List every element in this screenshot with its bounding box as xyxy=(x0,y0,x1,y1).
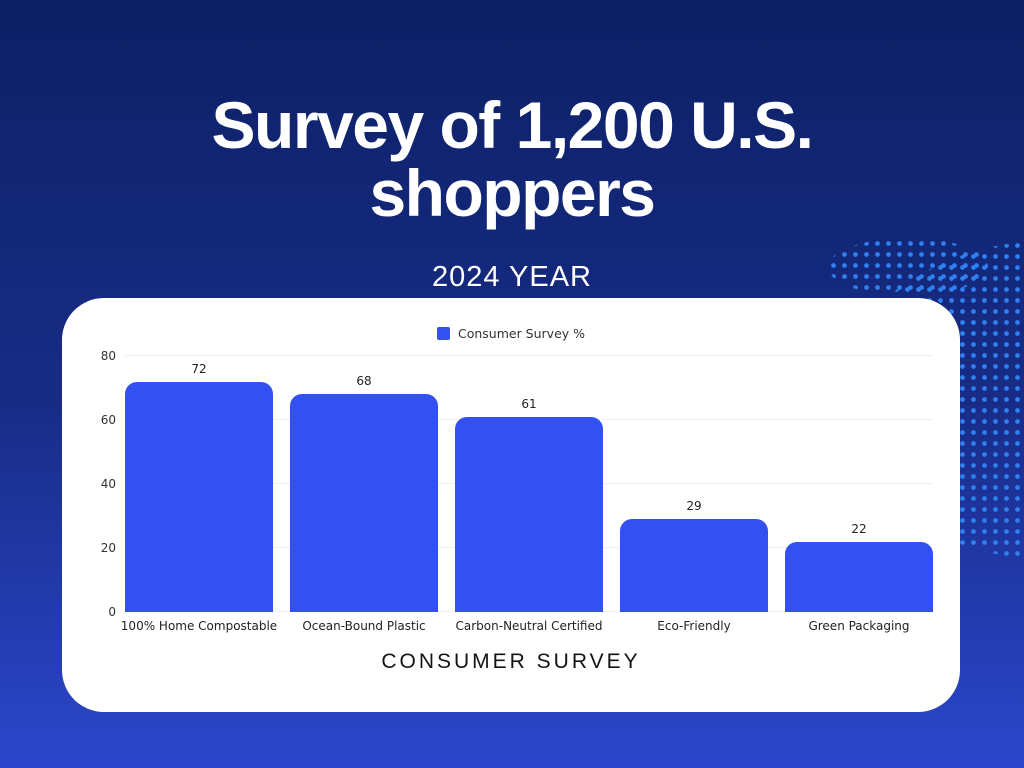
bar xyxy=(290,394,438,612)
chart-legend: Consumer Survey % xyxy=(62,326,960,341)
bar-value-label: 72 xyxy=(191,361,207,376)
bar xyxy=(785,541,933,612)
bar xyxy=(620,519,768,612)
gridline xyxy=(125,355,933,356)
bar xyxy=(125,381,273,612)
legend-swatch xyxy=(436,327,450,340)
y-tick-label: 20 xyxy=(100,541,116,555)
y-tick-label: 0 xyxy=(108,605,116,619)
bar-value-label: 68 xyxy=(356,374,372,389)
bar-value-label: 61 xyxy=(521,396,537,411)
page-title-line-2: shoppers xyxy=(369,155,656,230)
y-tick-label: 80 xyxy=(100,349,116,363)
page-title-line-1: Survey of 1,200 U.S. xyxy=(211,88,814,162)
legend-label: Consumer Survey % xyxy=(457,326,586,341)
plot-area: 72 100% Home Compostable 68 Ocean-Bound Pla… xyxy=(121,355,933,633)
subtitle: 2024 YEAR xyxy=(431,261,593,293)
bar-category-label: 100% Home Compostable xyxy=(120,619,278,633)
y-tick-label: 60 xyxy=(100,413,116,427)
dots-pattern-decoration-top xyxy=(828,238,988,296)
bar-value-label: 22 xyxy=(851,521,867,536)
bar-category-label: Ocean-Bound Plastic xyxy=(302,619,426,633)
page-title: Survey of 1,200 U.S. shoppers xyxy=(0,91,1024,230)
y-axis: 0 20 40 60 80 xyxy=(62,349,116,619)
bar-category-label: Eco-Friendly xyxy=(657,619,731,633)
bar-category-label: Carbon-Neutral Certified xyxy=(455,619,603,633)
bar xyxy=(455,416,603,612)
chart-card: Consumer Survey % 0 20 40 60 80 72 100% Home … xyxy=(62,298,960,712)
bar-category-label: Green Packaging xyxy=(808,619,910,633)
bar-value-label: 29 xyxy=(686,499,702,514)
y-tick-label: 40 xyxy=(100,477,116,491)
x-axis-title: CONSUMER SURVEY xyxy=(381,650,641,673)
